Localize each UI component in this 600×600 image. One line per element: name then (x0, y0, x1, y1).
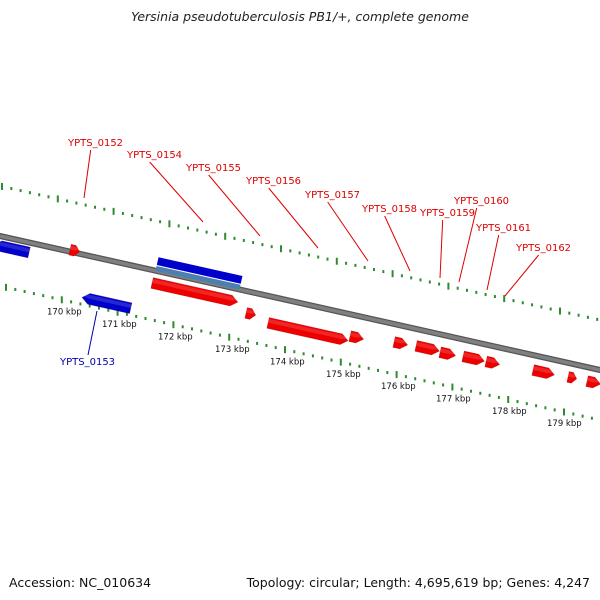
gene-YPTS_0161b-arrow (484, 355, 501, 369)
kbp-label: 171 kbp (102, 320, 137, 330)
gene-label-YPTS_0154[interactable]: YPTS_0154 (126, 150, 182, 161)
gene-reverse-left-arrow (0, 240, 31, 259)
gene-label-YPTS_0157[interactable]: YPTS_0157 (304, 190, 360, 201)
label-leader-line (149, 161, 204, 223)
rna-feature-pair (155, 257, 243, 290)
gene-label-YPTS_0152[interactable]: YPTS_0152 (67, 138, 123, 149)
gene-label-YPTS_0158[interactable]: YPTS_0158 (361, 204, 417, 215)
kbp-label: 179 kbp (547, 419, 582, 429)
gene-YPTS_0157-arrow (348, 330, 365, 344)
kbp-label: 178 kbp (492, 407, 527, 417)
gene-YPTS_0155-arrow (244, 307, 257, 320)
gene-YPTS_0162-arrow (531, 364, 555, 379)
gene-YPTS_0152-arrow (68, 243, 81, 257)
gene-label-leaders (83, 149, 540, 356)
genome-title: Yersinia pseudotuberculosis PB1/+, compl… (131, 9, 469, 24)
backbone-line (0, 234, 600, 372)
kbp-label: 176 kbp (381, 382, 416, 392)
genome-summary-text: Topology: circular; Length: 4,695,619 bp… (246, 575, 590, 590)
label-leader-line (486, 234, 500, 291)
gene-YPTS_0162b-arrow (566, 371, 578, 384)
kbp-label: 170 kbp (47, 307, 82, 317)
label-leader-line (83, 149, 92, 199)
gene-label-YPTS_0160[interactable]: YPTS_0160 (453, 196, 509, 207)
gene-YPTS_0153-arrow (81, 293, 133, 314)
gene-label-YPTS_0159[interactable]: YPTS_0159 (419, 208, 475, 219)
label-leader-line (384, 215, 411, 272)
kbp-tick-labels: 170 kbp 171 kbp 172 kbp 173 kbp 174 kbp 175 k… (47, 307, 582, 429)
label-leader-line (87, 310, 98, 356)
label-leader-line (458, 207, 478, 283)
label-leader-line (439, 219, 444, 279)
gene-label-YPTS_0153[interactable]: YPTS_0153 (59, 357, 115, 368)
gene-label-YPTS_0156[interactable]: YPTS_0156 (245, 176, 301, 187)
kbp-label: 173 kbp (215, 345, 250, 355)
gene-label-YPTS_0155[interactable]: YPTS_0155 (185, 163, 241, 174)
accession-text: Accession: NC_010634 (9, 575, 152, 590)
gene-YPTS_0154-arrow (150, 277, 239, 307)
gene-YPTS_0160-arrow (438, 346, 457, 360)
gene-label-YPTS_0162[interactable]: YPTS_0162 (515, 243, 571, 254)
gene-label-YPTS_0161[interactable]: YPTS_0161 (475, 223, 531, 234)
gene-features (0, 240, 600, 389)
label-leader-line (208, 174, 261, 237)
gene-YPTS_0158-arrow (392, 336, 409, 350)
label-leader-line (327, 201, 369, 262)
label-leader-line (504, 254, 540, 297)
outer-tick-ring (1, 182, 599, 321)
gene-YPTS_0159-arrow (414, 340, 440, 356)
inner-tick-ring (5, 283, 593, 420)
kbp-label: 177 kbp (436, 394, 471, 404)
kbp-label: 174 kbp (270, 357, 305, 367)
gene-edge-arrow (585, 375, 600, 389)
gene-YPTS_0161-arrow (461, 350, 485, 366)
kbp-label: 172 kbp (158, 332, 193, 342)
kbp-label: 175 kbp (326, 370, 361, 380)
gene-YPTS_0156-arrow (266, 317, 349, 345)
label-leader-line (268, 187, 319, 249)
genome-backbone (0, 232, 600, 374)
